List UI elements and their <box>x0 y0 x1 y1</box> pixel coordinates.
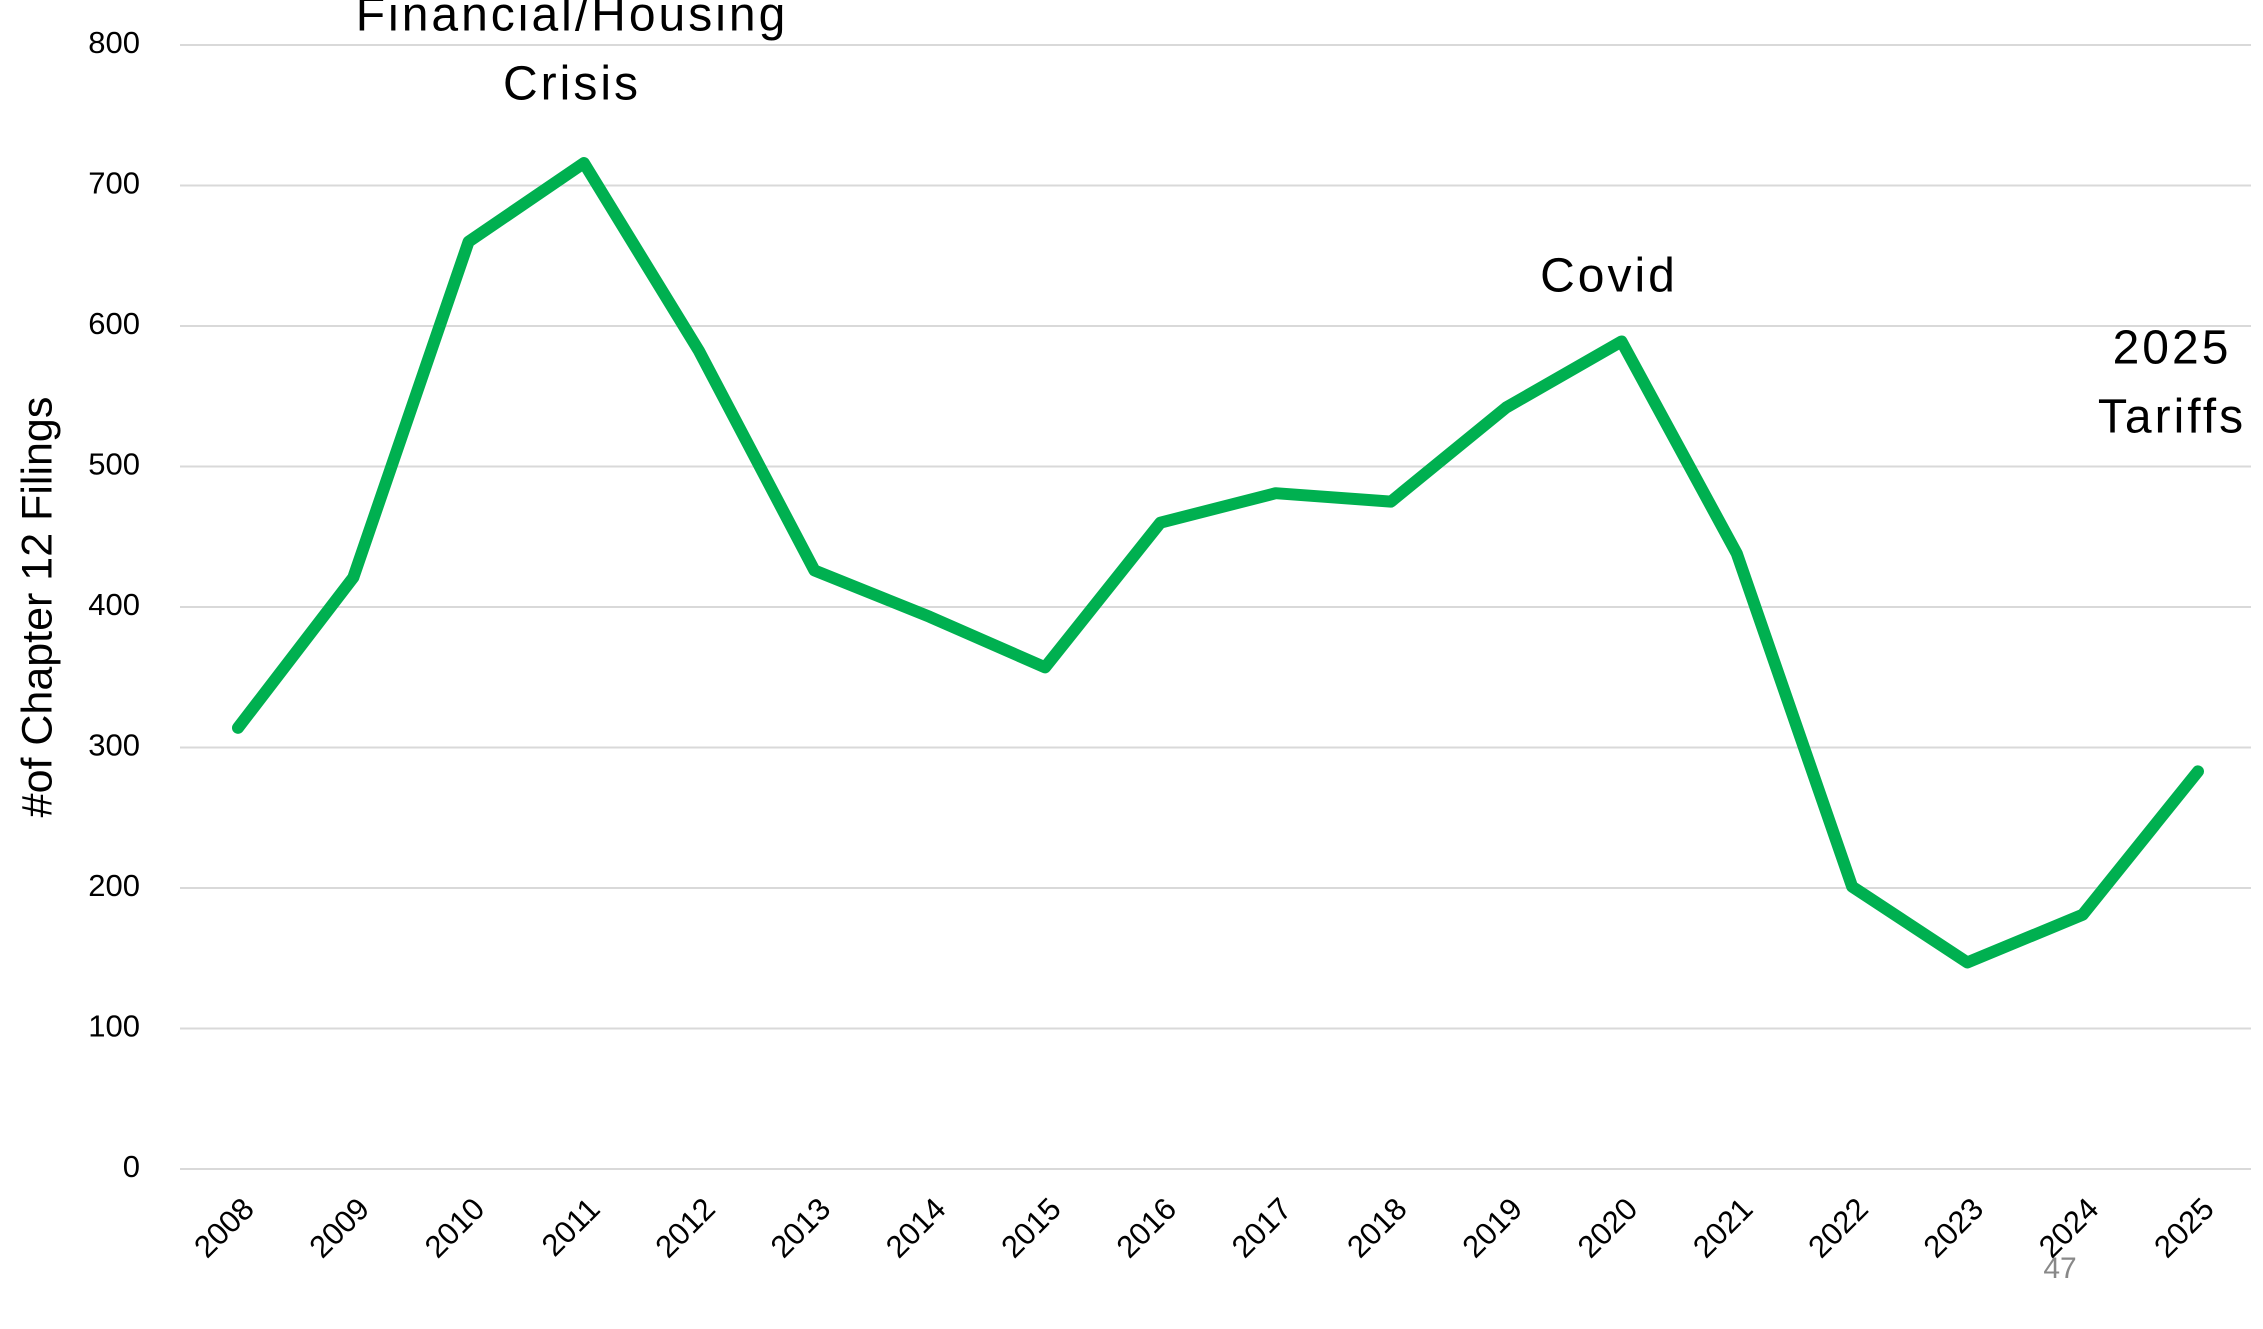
annotation: Financial/Housing <box>356 0 789 42</box>
annotation: Crisis <box>503 58 641 111</box>
y-tick-label: 500 <box>88 447 140 482</box>
x-tick-label: 2020 <box>1571 1191 1645 1265</box>
annotation: Covid <box>1540 250 1678 303</box>
x-tick-label: 2023 <box>1917 1191 1991 1265</box>
x-tick-label: 2010 <box>418 1191 492 1265</box>
x-tick-label: 2011 <box>535 1191 607 1263</box>
y-tick-label: 600 <box>88 306 140 341</box>
x-tick-label: 2016 <box>1110 1191 1184 1265</box>
annotation: 2025 <box>2113 322 2232 375</box>
y-tick-label: 0 <box>123 1149 140 1184</box>
data-line <box>232 157 2204 969</box>
y-tick-label: 300 <box>88 728 140 763</box>
y-tick-label: 100 <box>88 1009 140 1044</box>
x-tick-label: 2014 <box>879 1191 953 1265</box>
x-tick-label: 2009 <box>303 1191 377 1265</box>
y-tick-label: 800 <box>88 25 140 60</box>
x-tick-label: 2008 <box>187 1191 261 1265</box>
x-tick-label: 2018 <box>1340 1191 1414 1265</box>
x-tick-label: 2017 <box>1225 1191 1299 1265</box>
x-tick-label: 2022 <box>1801 1191 1875 1265</box>
x-tick-label: 2025 <box>2147 1191 2221 1265</box>
x-tick-label: 2019 <box>1455 1191 1529 1265</box>
x-tick-label: 2015 <box>994 1191 1068 1265</box>
x-tick-label: 2013 <box>764 1191 838 1265</box>
page-number: 47 <box>2043 1252 2076 1285</box>
y-tick-label: 400 <box>88 587 140 622</box>
annotation: Tariffs <box>2098 391 2246 444</box>
y-axis-title: #of Chapter 12 Filings <box>13 397 61 818</box>
y-tick-label: 700 <box>88 166 140 201</box>
y-tick-label: 200 <box>88 868 140 903</box>
x-tick-label: 2012 <box>648 1191 722 1265</box>
x-tick-label: 2021 <box>1686 1191 1760 1265</box>
